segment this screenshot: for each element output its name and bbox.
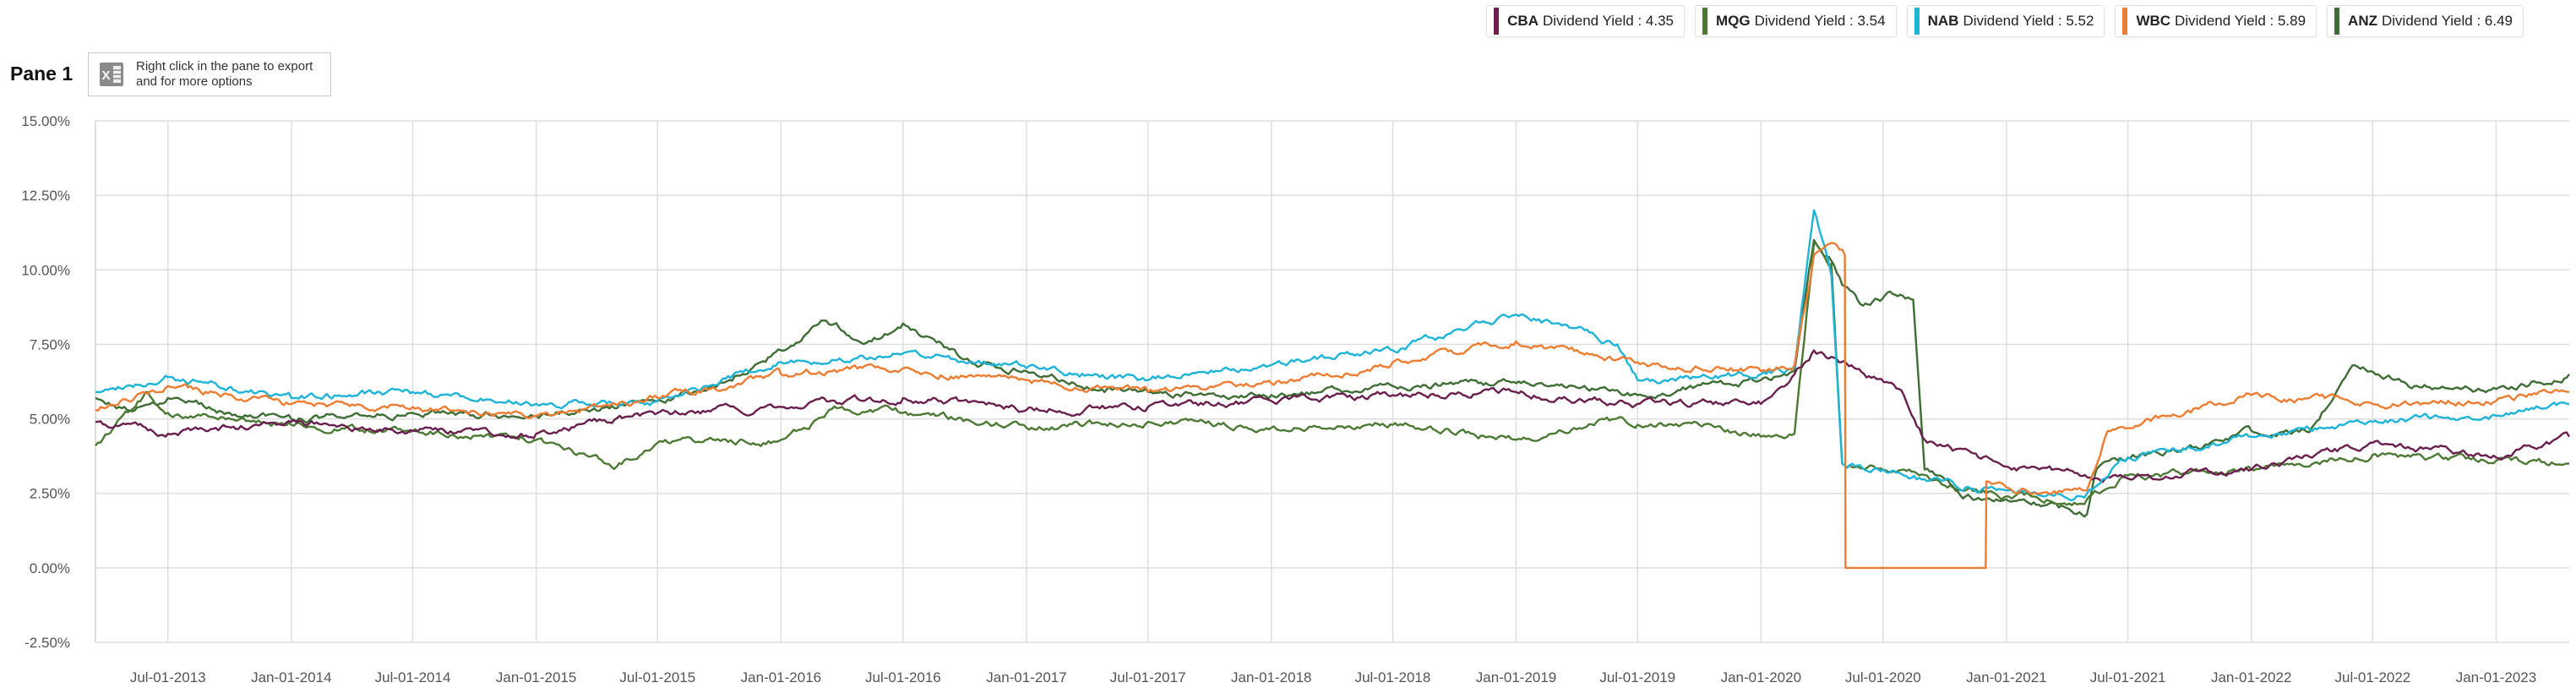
y-tick-label: 0.00% — [30, 560, 70, 576]
x-tick-label: Jan-01-2014 — [251, 669, 331, 685]
legend-label-nab: Dividend Yield : 5.52 — [1963, 13, 2094, 29]
legend-label-wbc: Dividend Yield : 5.89 — [2175, 13, 2306, 29]
legend-code-anz: ANZ — [2348, 13, 2377, 29]
legend-label-mqg: Dividend Yield : 3.54 — [1754, 13, 1886, 29]
x-tick-label: Jan-01-2016 — [741, 669, 821, 685]
excel-export-icon[interactable]: X — [99, 62, 124, 87]
legend-swatch-mqg — [1702, 8, 1707, 35]
x-tick-label: Jan-01-2023 — [2456, 669, 2536, 685]
legend-label-anz: Dividend Yield : 6.49 — [2382, 13, 2513, 29]
x-tick-label: Jul-01-2014 — [375, 669, 451, 685]
y-tick-label: 5.00% — [30, 412, 70, 428]
x-tick-label: Jan-01-2017 — [986, 669, 1066, 685]
export-hint-text: Right click in the pane to export and fo… — [136, 59, 313, 89]
legend-swatch-nab — [1914, 8, 1920, 35]
x-tick-label: Jan-01-2020 — [1721, 669, 1801, 685]
chart-legend: CBA Dividend Yield : 4.35 MQG Dividend Y… — [1486, 5, 2524, 37]
legend-code-wbc: WBC — [2136, 13, 2171, 29]
y-tick-label: 10.00% — [21, 262, 70, 278]
grid-layer — [95, 120, 2569, 643]
series-line-anz — [95, 238, 2570, 518]
pane-title: Pane 1 — [10, 63, 74, 85]
y-tick-label: 7.50% — [30, 336, 70, 352]
y-tick-label: 15.00% — [21, 113, 70, 129]
legend-item-anz[interactable]: ANZ Dividend Yield : 6.49 — [2327, 5, 2524, 37]
x-tick-label: Jan-01-2018 — [1231, 669, 1311, 685]
x-tick-label: Jul-01-2015 — [619, 669, 695, 685]
x-tick-label: Jul-01-2019 — [1599, 669, 1675, 685]
y-tick-label: 12.50% — [21, 188, 70, 204]
series-lines — [95, 209, 2571, 570]
x-tick-labels: Jul-01-2013 Jan-01-2014 Jul-01-2014 Jan-01-… — [130, 669, 2536, 685]
series-line-mqg — [95, 242, 2570, 506]
legend-label-cba: Dividend Yield : 4.35 — [1542, 13, 1674, 29]
legend-swatch-anz — [2334, 8, 2340, 35]
x-tick-label: Jan-01-2021 — [1966, 669, 2046, 685]
legend-code-nab: NAB — [1927, 13, 1959, 29]
x-tick-label: Jan-01-2022 — [2211, 669, 2291, 685]
x-tick-label: Jul-01-2013 — [130, 669, 206, 685]
export-hint-box[interactable]: X Right click in the pane to export and … — [88, 52, 331, 96]
series-line-wbc — [95, 242, 2570, 570]
legend-item-nab[interactable]: NAB Dividend Yield : 5.52 — [1906, 5, 2105, 37]
legend-code-cba: CBA — [1507, 13, 1539, 29]
x-tick-label: Jul-01-2020 — [1845, 669, 1921, 685]
svg-text:X: X — [101, 68, 110, 83]
legend-item-cba[interactable]: CBA Dividend Yield : 4.35 — [1486, 5, 1685, 37]
legend-swatch-cba — [1494, 8, 1500, 35]
x-tick-label: Jul-01-2016 — [865, 669, 941, 685]
x-tick-label: Jan-01-2015 — [496, 669, 576, 685]
legend-swatch-wbc — [2122, 8, 2128, 35]
legend-item-mqg[interactable]: MQG Dividend Yield : 3.54 — [1694, 5, 1897, 37]
x-tick-label: Jan-01-2019 — [1476, 669, 1556, 685]
y-tick-label: 2.50% — [30, 486, 70, 502]
y-tick-label: -2.50% — [25, 635, 70, 651]
x-tick-label: Jul-01-2018 — [1355, 669, 1431, 685]
x-tick-label: Jul-01-2022 — [2334, 669, 2410, 685]
series-line-nab — [95, 209, 2570, 502]
x-tick-label: Jul-01-2017 — [1110, 669, 1186, 685]
x-tick-label: Jul-01-2021 — [2090, 669, 2166, 685]
series-line-cba — [95, 349, 2571, 483]
legend-item-wbc[interactable]: WBC Dividend Yield : 5.89 — [2115, 5, 2317, 37]
legend-code-mqg: MQG — [1715, 13, 1751, 29]
y-tick-labels: 15.00% 12.50% 10.00% 7.50% 5.00% 2.50% 0.00% -2… — [21, 113, 70, 651]
